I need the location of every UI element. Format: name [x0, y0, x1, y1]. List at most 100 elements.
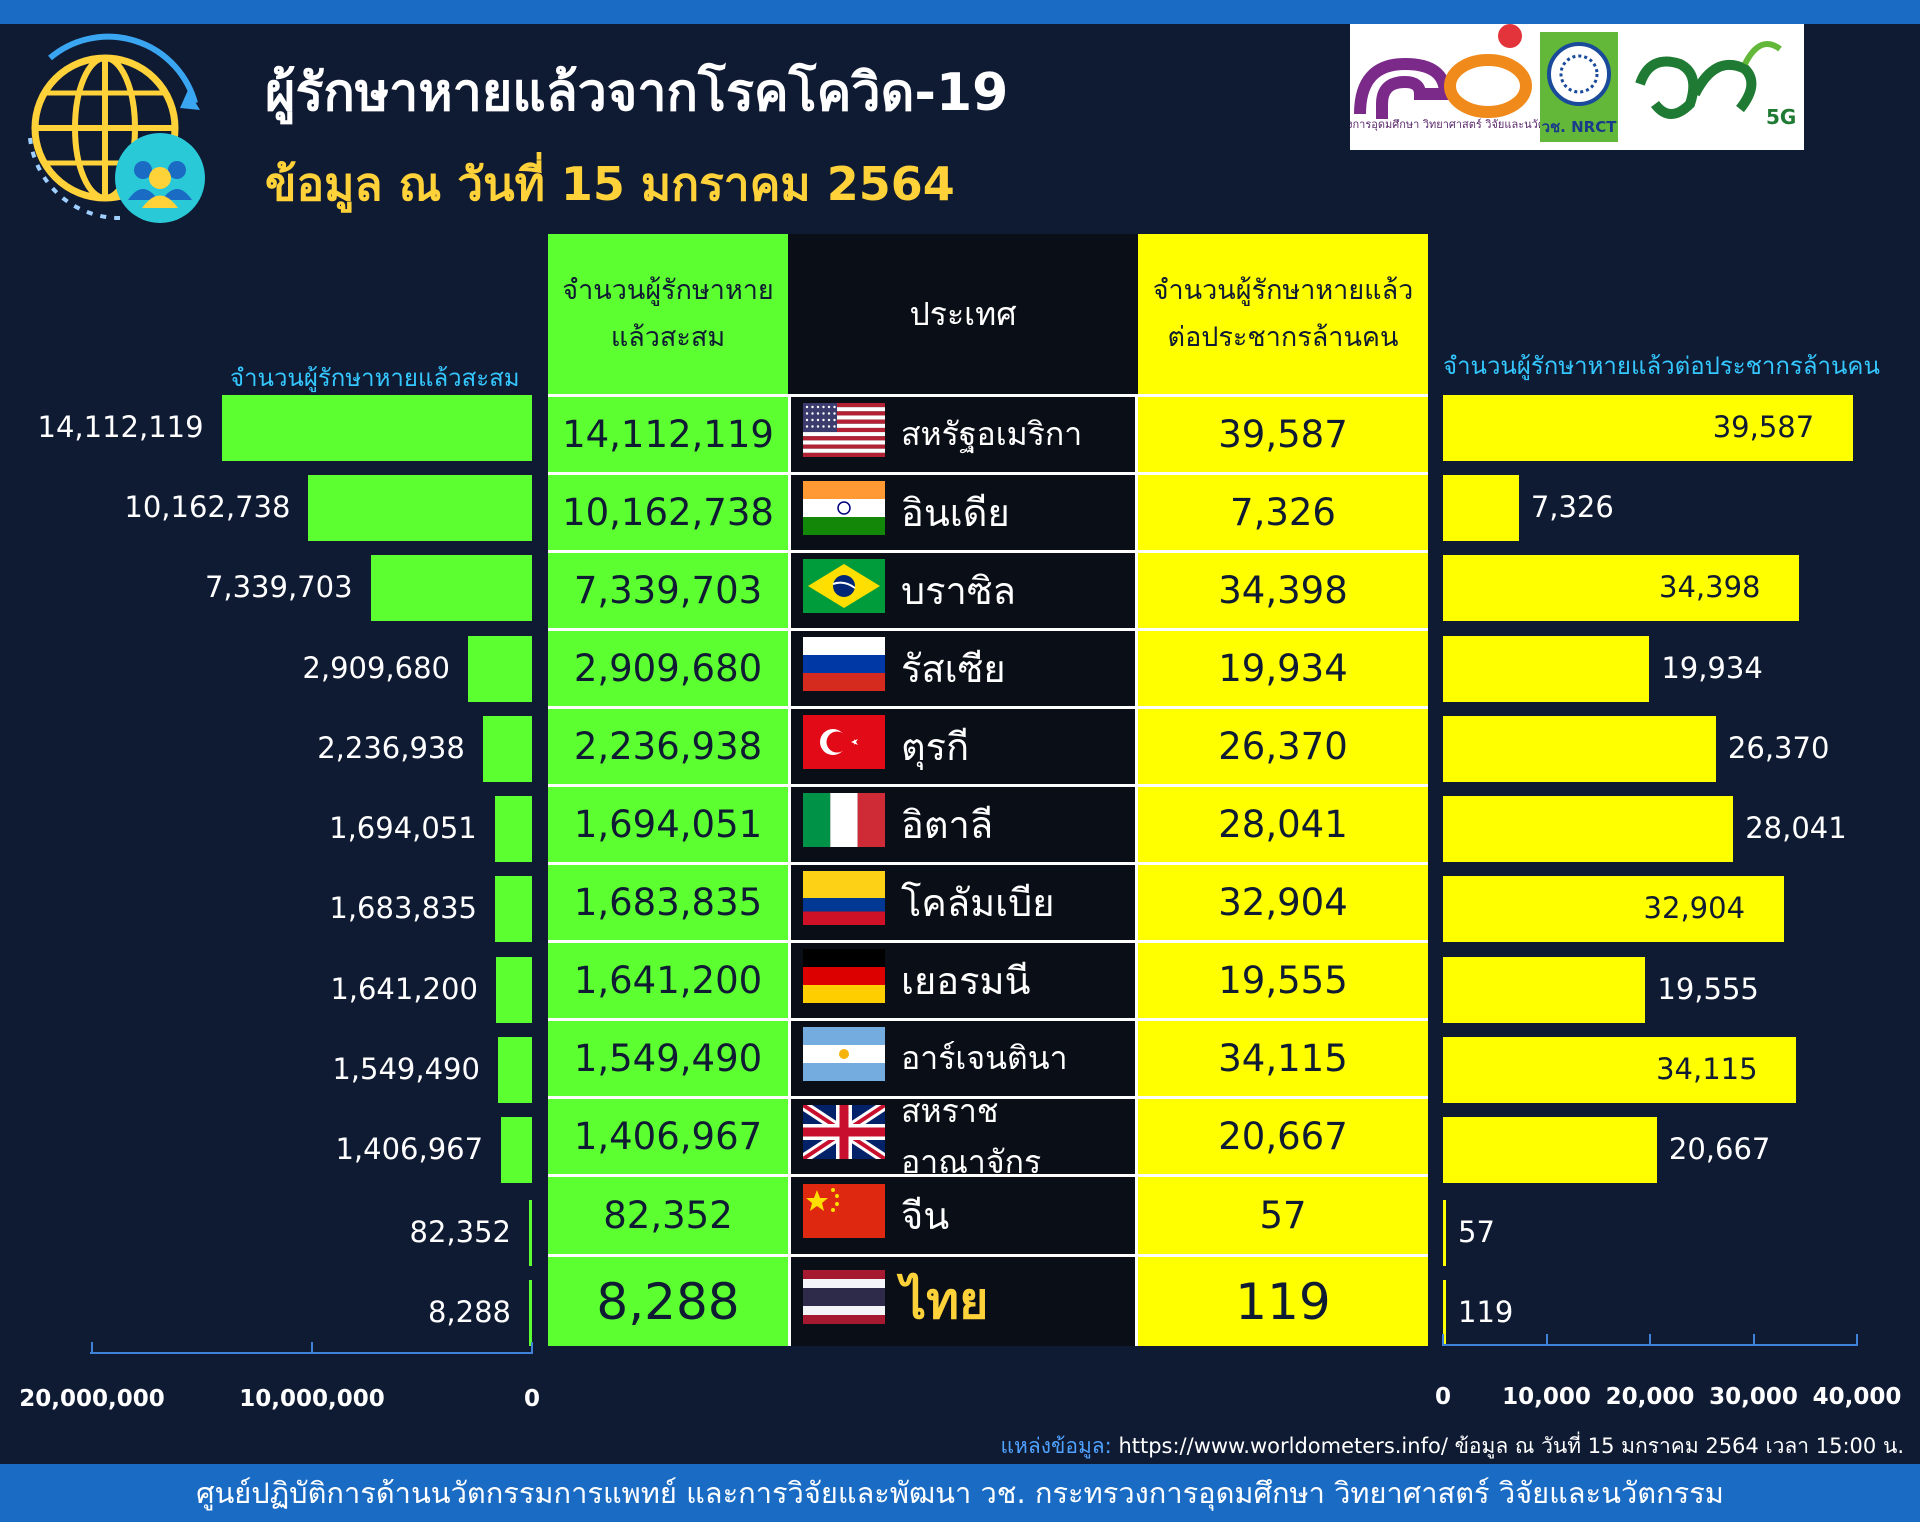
nrct-text: วช. NRCT — [1542, 118, 1618, 136]
country-cell: เยอรมนี — [788, 940, 1138, 1018]
right-bar-label: 39,587 — [1712, 410, 1815, 444]
germany-flag-icon — [803, 949, 901, 1012]
country-cell: อินเดีย — [788, 472, 1138, 550]
right-bar-label: 32,904 — [1643, 891, 1746, 925]
country-cell: อิตาลี — [788, 784, 1138, 862]
left-axis-tick-label: 0 — [523, 1386, 541, 1412]
country-name: อินเดีย — [901, 491, 1010, 535]
per-million-cell: 19,934 — [1138, 628, 1428, 706]
per-million-cell: 20,667 — [1138, 1096, 1428, 1174]
right-bar — [1443, 796, 1734, 862]
china-flag-icon — [803, 1184, 901, 1247]
left-bar-label: 10,162,738 — [124, 490, 291, 524]
per-million-cell: 7,326 — [1138, 472, 1428, 550]
right-axis-tick — [1649, 1334, 1651, 1346]
source-text: https://www.worldometers.info/ ข้อมูล ณ … — [1118, 1434, 1904, 1458]
table-row: 2,909,680 รัสเซีย 19,934 — [548, 628, 1428, 706]
header-country: ประเทศ — [788, 234, 1138, 394]
right-bar — [1443, 555, 1800, 621]
left-bar-label: 14,112,119 — [37, 410, 204, 444]
table-row: 1,549,490 อาร์เจนตินา 34,115 — [548, 1018, 1428, 1096]
left-bar — [529, 1280, 532, 1346]
colombia-flag-icon — [803, 871, 901, 934]
header-per-million-line1: จำนวนผู้รักษาหายแล้ว — [1152, 274, 1414, 306]
right-axis-tick-label: 20,000 — [1605, 1384, 1695, 1410]
left-axis-tick — [531, 1342, 533, 1354]
page-title: ผู้รักษาหายแล้วจากโรคโควิด-19 — [265, 63, 1009, 123]
right-bar-label: 57 — [1458, 1215, 1495, 1249]
country-cell: ตุรกี — [788, 706, 1138, 784]
country-name: รัสเซีย — [901, 647, 1006, 691]
right-bar — [1443, 957, 1646, 1023]
country-cell: ไทย — [788, 1254, 1138, 1346]
country-cell: อาร์เจนตินา — [788, 1018, 1138, 1096]
cumulative-cell: 1,549,490 — [548, 1018, 788, 1096]
country-cell: สหรัฐอเมริกา — [788, 394, 1138, 472]
cumulative-cell: 82,352 — [548, 1174, 788, 1254]
right-bar-label: 34,115 — [1656, 1052, 1758, 1086]
table-row: 82,352 จีน 57 — [548, 1174, 1428, 1254]
left-axis-tick-label: 20,000,000 — [19, 1386, 165, 1412]
india-flag-icon — [803, 481, 901, 544]
right-bar — [1443, 475, 1519, 541]
sponsor-logos: กระทรวงการอุดมศึกษา วิทยาศาสตร์ วิจัยและ… — [1309, 24, 1804, 150]
left-bar-label: 2,236,938 — [317, 731, 465, 765]
cumulative-cell: 1,694,051 — [548, 784, 788, 862]
cumulative-cell: 1,683,835 — [548, 862, 788, 940]
table-row: 7,339,703 บราซิล 34,398 — [548, 550, 1428, 628]
country-name: จีน — [901, 1194, 950, 1238]
per-million-cell: 39,587 — [1138, 394, 1428, 472]
cumulative-cell: 1,406,967 — [548, 1096, 788, 1174]
source-label: แหล่งข้อมูล: — [1000, 1434, 1112, 1458]
country-name: ไทย — [901, 1272, 989, 1330]
per-million-cell: 26,370 — [1138, 706, 1428, 784]
country-cell: สหราชอาณาจักร — [788, 1092, 1138, 1181]
right-bar-label: 28,041 — [1745, 811, 1847, 845]
cumulative-cell: 10,162,738 — [548, 472, 788, 550]
right-bar-label: 7,326 — [1530, 490, 1614, 524]
left-bar-label: 82,352 — [409, 1215, 511, 1249]
page-subtitle: ข้อมูล ณ วันที่ 15 มกราคม 2564 — [265, 157, 955, 211]
country-cell: รัสเซีย — [788, 628, 1138, 706]
right-bar-label: 26,370 — [1727, 731, 1830, 765]
cumulative-cell: 2,236,938 — [548, 706, 788, 784]
left-bar-label: 1,683,835 — [329, 891, 477, 925]
table-row: 1,406,967 สหราชอาณาจักร 20,667 — [548, 1092, 1428, 1181]
left-bar-label: 1,641,200 — [330, 972, 478, 1006]
country-cell: จีน — [788, 1174, 1138, 1254]
table-row: 14,112,119 สหรัฐอเมริกา 39,587 — [548, 394, 1428, 472]
argentina-flag-icon — [803, 1027, 901, 1090]
left-bar-label: 7,339,703 — [204, 570, 353, 604]
country-name: อาร์เจนตินา — [901, 1039, 1068, 1077]
cumulative-cell: 1,641,200 — [548, 940, 788, 1018]
right-bar — [1443, 1200, 1446, 1266]
country-name: ตุรกี — [901, 725, 970, 769]
country-table: จำนวนผู้รักษาหาย แล้วสะสม ประเทศ จำนวนผู… — [548, 234, 1428, 1346]
left-chart-title: จำนวนผู้รักษาหายแล้วสะสม — [230, 364, 520, 392]
country-name: เยอรมนี — [901, 959, 1031, 1003]
right-bar — [1443, 1037, 1797, 1103]
left-bar-label: 1,694,051 — [329, 811, 477, 845]
country-name: สหรัฐอเมริกา — [901, 415, 1083, 453]
left-bar — [494, 876, 532, 942]
country-name: บราซิล — [901, 569, 1016, 613]
left-bar — [308, 475, 532, 541]
left-bar — [497, 1037, 532, 1103]
right-bar-label: 34,398 — [1659, 570, 1761, 604]
right-bar — [1443, 1280, 1446, 1346]
header-cumulative: จำนวนผู้รักษาหาย แล้วสะสม — [548, 234, 788, 394]
brazil-flag-icon — [803, 559, 901, 622]
footer-bar: ศูนย์ปฏิบัติการด้านนวัตกรรมการแพทย์ และก… — [0, 1464, 1920, 1522]
per-million-cell: 34,398 — [1138, 550, 1428, 628]
left-bar — [221, 395, 532, 461]
country-name: อิตาลี — [901, 803, 994, 847]
left-bar — [482, 716, 532, 782]
right-bar-label: 19,555 — [1657, 972, 1759, 1006]
thailand-flag-icon — [803, 1270, 901, 1333]
sponsor-logo-artwork: กระทรวงการอุดมศึกษา วิทยาศาสตร์ วิจัยและ… — [1309, 24, 1796, 142]
right-bar-label: 20,667 — [1668, 1132, 1771, 1166]
header-per-million: จำนวนผู้รักษาหายแล้ว ต่อประชากรล้านคน — [1138, 234, 1428, 394]
right-axis-tick — [1442, 1334, 1444, 1346]
left-bar — [494, 796, 532, 862]
per-million-cell: 32,904 — [1138, 862, 1428, 940]
